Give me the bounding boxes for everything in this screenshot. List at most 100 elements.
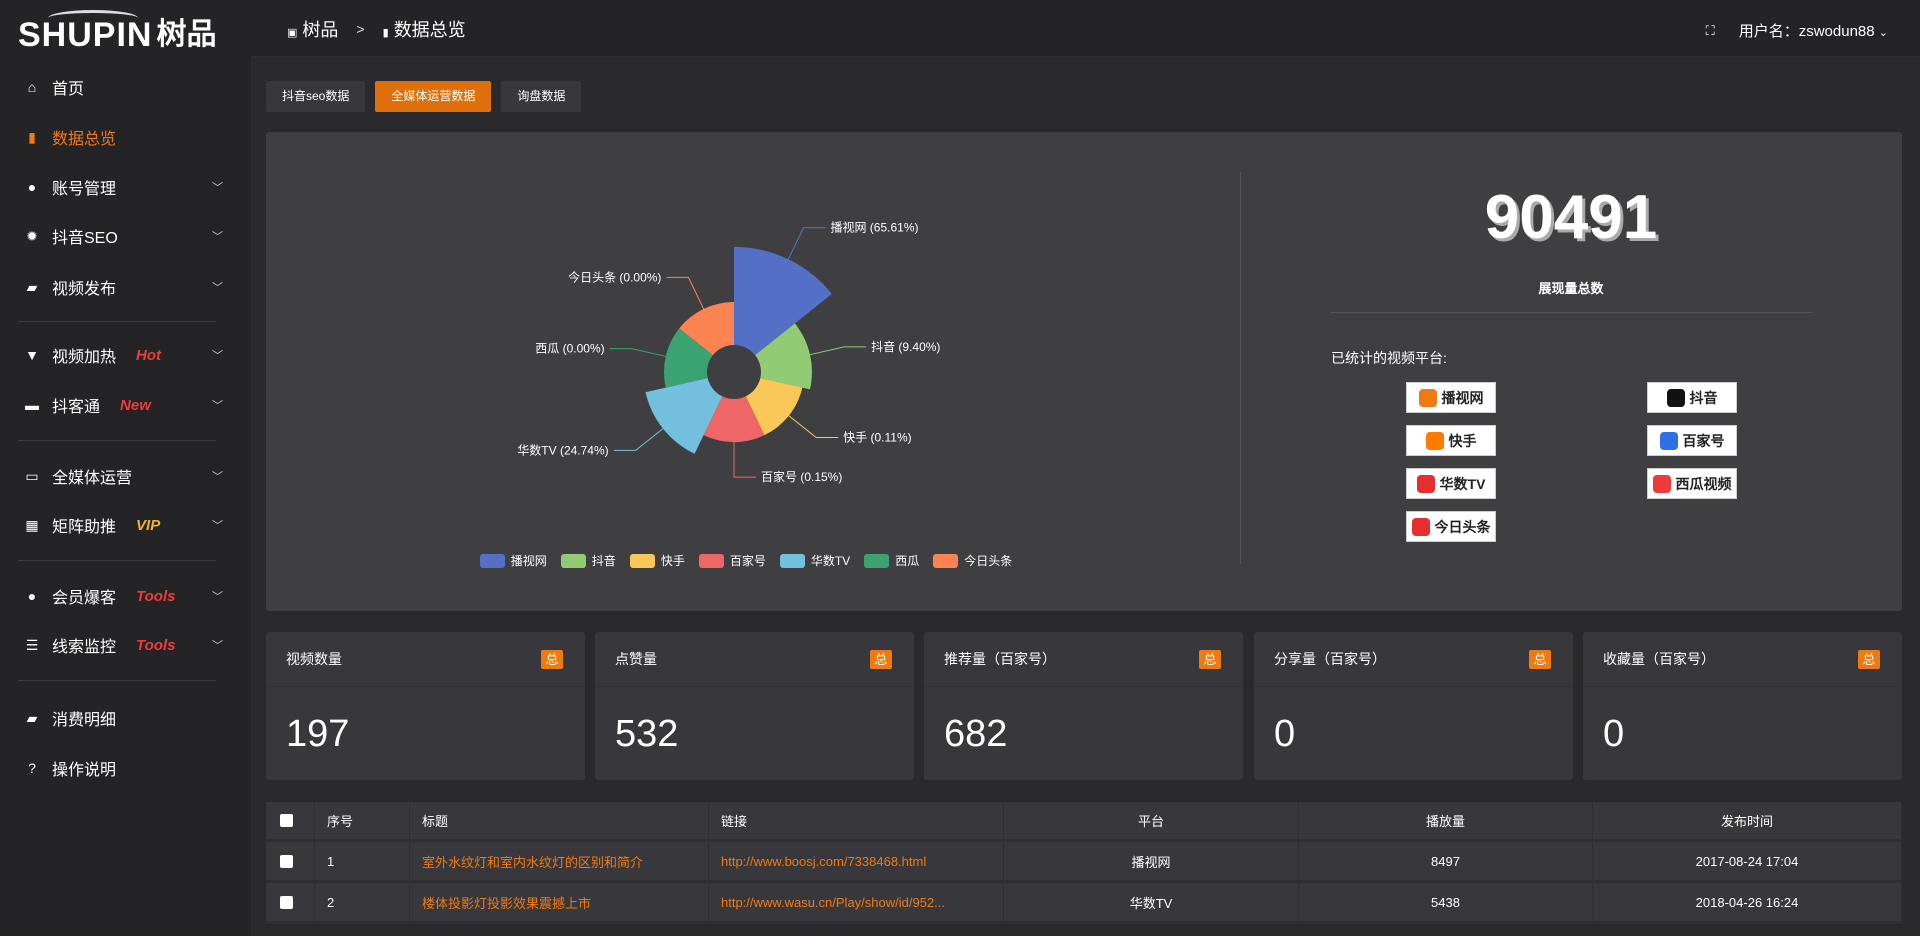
sidebar-item[interactable]: ⌂ 首页 xyxy=(0,67,251,107)
legend-item[interactable]: 华数TV xyxy=(779,552,850,569)
sidebar-badge: VIP xyxy=(136,516,161,534)
sidebar-item[interactable]: ▦ 矩阵助推 VIP ﹀ xyxy=(0,505,251,545)
stat-value: 197 xyxy=(286,713,350,755)
sidebar-item[interactable]: ● 账号管理 ﹀ xyxy=(0,167,251,207)
platform-name: 华数TV xyxy=(1439,475,1486,492)
row-checkbox[interactable] xyxy=(280,814,293,827)
user-menu[interactable]: 用户名：zswodun88 ⌄ xyxy=(1739,20,1888,41)
slice-label: 华数TV (24.74%) xyxy=(517,442,608,457)
platform-name: 快手 xyxy=(1448,432,1477,449)
stat-value: 532 xyxy=(615,713,679,755)
table-cell[interactable]: 楼体投影灯投影效果震撼上市 xyxy=(410,883,709,921)
slice-label: 百家号 (0.15%) xyxy=(761,469,842,484)
legend-swatch xyxy=(479,553,505,568)
divider xyxy=(18,560,216,561)
legend-item[interactable]: 百家号 xyxy=(698,552,766,569)
table-cell[interactable]: http://www.wasu.cn/Play/show/id/952... xyxy=(709,883,1004,921)
platform-name: 抖音 xyxy=(1689,389,1718,406)
platform-name: 百家号 xyxy=(1682,432,1725,449)
legend-label: 百家号 xyxy=(729,554,766,568)
pie-slice[interactable] xyxy=(755,323,812,390)
overview-panel: 播视网 (65.61%) 抖音 (9.40%) 快手 (0.11%) 百家号 (0.1… xyxy=(266,132,1902,611)
home-icon: ⌂ xyxy=(27,79,37,95)
sidebar-item-label: 视频发布 xyxy=(52,281,117,298)
sidebar-item-label: 账号管理 xyxy=(52,181,117,198)
pie-slice[interactable] xyxy=(679,302,734,356)
platform-logo-mark xyxy=(1659,431,1678,450)
grid-icon: ▦ xyxy=(25,516,39,533)
legend-swatch xyxy=(698,553,724,568)
logo[interactable]: SHUPIN 树品 xyxy=(18,10,216,52)
platform-logo: 西瓜视频 xyxy=(1647,468,1737,499)
pie-slice[interactable] xyxy=(645,378,723,454)
legend-item[interactable]: 抖音 xyxy=(560,552,616,569)
bar-chart-icon: ▮ xyxy=(382,27,389,39)
row-checkbox[interactable] xyxy=(280,854,293,868)
sidebar-item[interactable]: ▰ 视频发布 ﹀ xyxy=(0,267,251,307)
tab[interactable]: 抖音seo数据 xyxy=(266,81,366,112)
sidebar: SHUPIN 树品 ⌂ 首页 ▮ 数据总览 ● 账号管理 ﹀ ✹ 抖音SEO ﹀ ▰ 视频发布 ﹀ ▼ 视频加… xyxy=(0,0,251,936)
tab[interactable]: 全媒体运营数据 xyxy=(375,81,492,112)
pie-slice[interactable] xyxy=(664,328,713,388)
user-icon: ● xyxy=(27,588,37,604)
total-impressions-label: 展现量总数 xyxy=(1538,281,1604,296)
legend-item[interactable]: 播视网 xyxy=(479,552,547,569)
legend-swatch xyxy=(560,553,586,568)
divider xyxy=(1331,312,1812,313)
slice-label: 快手 (0.11%) xyxy=(843,431,911,445)
chevron-down-icon: ﹀ xyxy=(212,591,223,603)
sidebar-item[interactable]: ✹ 抖音SEO ﹀ xyxy=(0,216,251,256)
tab[interactable]: 询盘数据 xyxy=(501,81,582,112)
sidebar-item[interactable]: ? 操作说明 xyxy=(0,748,251,788)
sidebar-item[interactable]: ▬ 抖客通 New ﹀ xyxy=(0,385,251,425)
stat-card: 视频数量 总 197 xyxy=(266,632,585,780)
sidebar-item[interactable]: ▼ 视频加热 Hot ﹀ xyxy=(0,335,251,375)
legend-label: 今日头条 xyxy=(964,554,1013,568)
stat-value: 682 xyxy=(944,713,1008,755)
legend-swatch xyxy=(864,553,890,568)
breadcrumb-home[interactable]: ▣ 树品 xyxy=(287,16,338,42)
legend-item[interactable]: 快手 xyxy=(629,552,685,569)
pie-slice[interactable] xyxy=(703,396,765,443)
total-badge: 总 xyxy=(1199,649,1221,669)
stat-card: 收藏量（百家号） 总 0 xyxy=(1583,632,1902,780)
total-badge: 总 xyxy=(1858,649,1880,669)
bar-chart-icon: ▮ xyxy=(28,128,36,145)
platform-name: 播视网 xyxy=(1441,389,1484,406)
pie-slice[interactable] xyxy=(745,378,803,436)
sidebar-item[interactable]: ☰ 线索监控 Tools ﹀ xyxy=(0,625,251,665)
legend-swatch xyxy=(933,553,959,568)
column-header: 链接 xyxy=(709,802,1004,839)
total-badge: 总 xyxy=(870,649,892,669)
platform-logo: 今日头条 xyxy=(1406,511,1496,542)
pie-slice[interactable] xyxy=(734,246,832,356)
sidebar-item-label: 抖音SEO xyxy=(52,230,118,247)
sidebar-item[interactable]: ▰ 消费明细 xyxy=(0,698,251,738)
table-cell[interactable]: http://www.boosj.com/7338468.html xyxy=(709,842,1004,880)
chart-legend: 播视网 抖音 快手 百家号 华数TV 西瓜 今日头条 xyxy=(266,552,1226,569)
legend-item[interactable]: 今日头条 xyxy=(933,552,1012,569)
breadcrumb-label: 树品 xyxy=(302,20,339,40)
expand-icon[interactable]: ⛶ xyxy=(1705,22,1715,38)
platforms-label: 已统计的视频平台: xyxy=(1331,350,1447,366)
tab-bar: 抖音seo数据 全媒体运营数据 询盘数据 xyxy=(266,81,582,112)
video-table: 序号 标题 链接 平台 播放量 发布时间 1 室外水纹灯和室内水纹灯的区别和简介 http://… xyxy=(266,802,1902,924)
table-cell[interactable]: 室外水纹灯和室内水纹灯的区别和简介 xyxy=(410,842,709,880)
legend-item[interactable]: 西瓜 xyxy=(864,552,919,569)
legend-label: 快手 xyxy=(660,554,685,568)
row-checkbox[interactable] xyxy=(280,895,293,909)
sidebar-item[interactable]: ▮ 数据总览 xyxy=(0,117,251,157)
sidebar-item[interactable]: ▭ 全媒体运营 ﹀ xyxy=(0,456,251,496)
sliders-icon: ☰ xyxy=(25,636,39,653)
sidebar-item-label: 视频加热 xyxy=(52,349,117,366)
sidebar-item[interactable]: ● 会员爆客 Tools ﹀ xyxy=(0,576,251,616)
table-cell: 1 xyxy=(315,842,410,880)
sidebar-item-label: 数据总览 xyxy=(52,131,117,148)
table-row: 2 楼体投影灯投影效果震撼上市 http://www.wasu.cn/Play/sh… xyxy=(266,883,1902,924)
platform-logo-mark xyxy=(1418,388,1437,407)
platform-logo: 播视网 xyxy=(1406,382,1496,413)
chevron-down-icon: ﹀ xyxy=(212,350,223,362)
platform-logo-mark xyxy=(1425,431,1444,450)
desktop-icon: ▭ xyxy=(25,467,39,484)
stat-card: 点赞量 总 532 xyxy=(595,632,914,780)
